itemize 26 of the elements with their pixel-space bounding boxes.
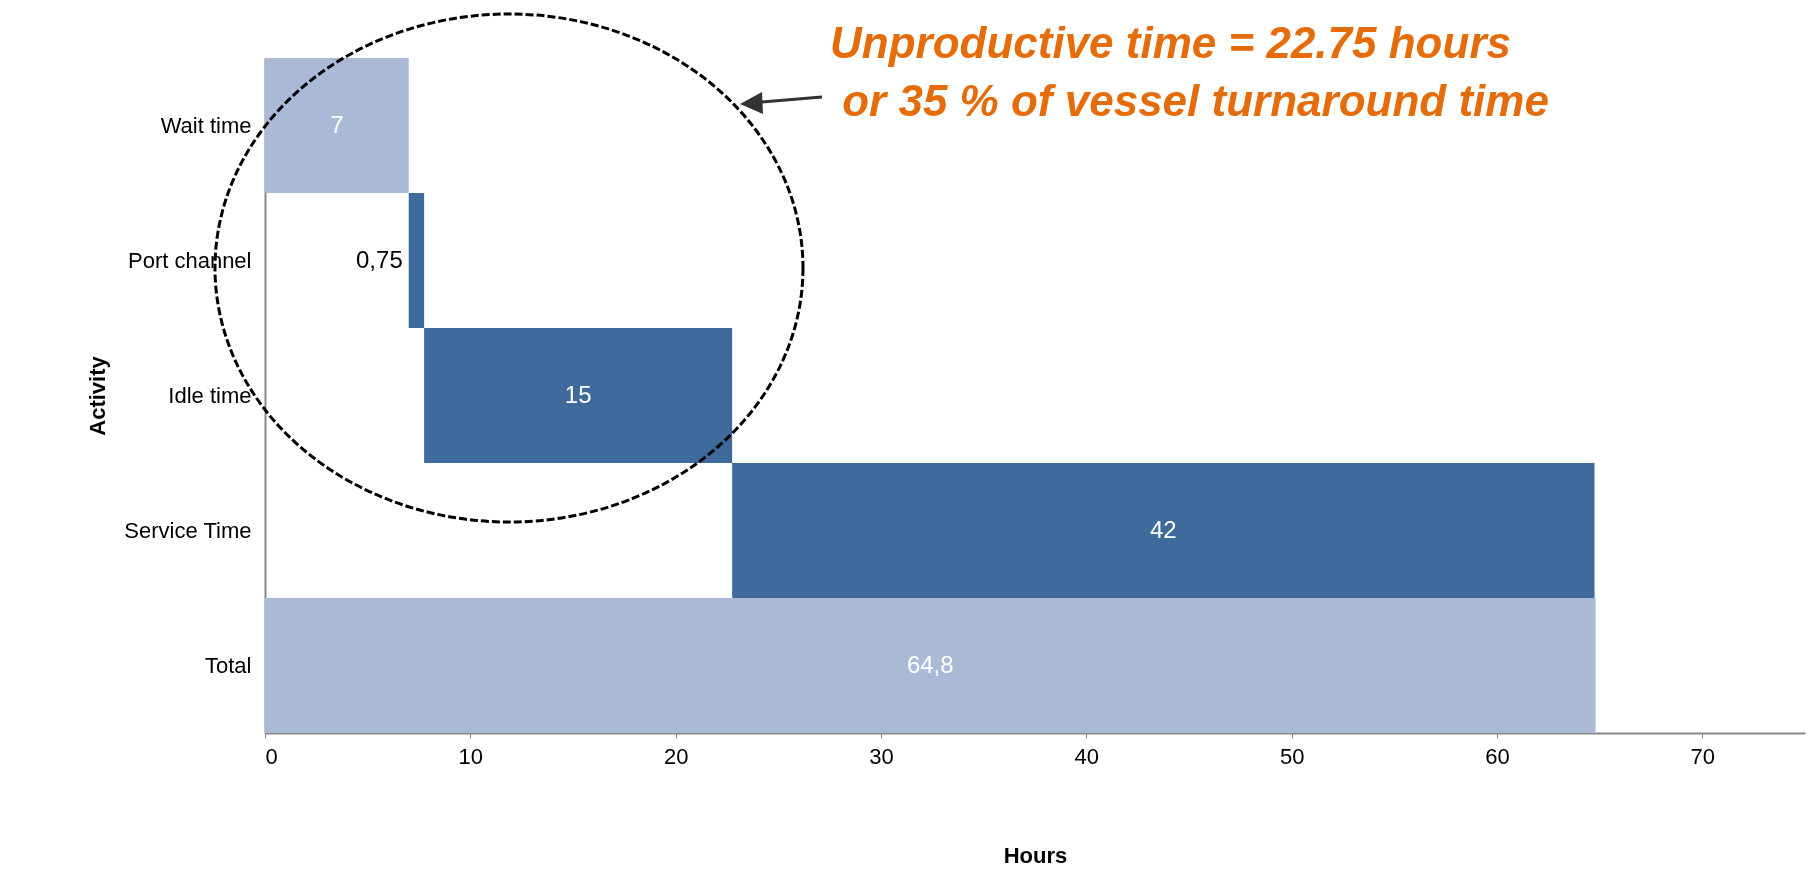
- x-tick-label: 30: [869, 743, 894, 769]
- y-tick-label: Port channel: [127, 247, 252, 273]
- x-axis-title: Hours: [1003, 842, 1068, 868]
- x-tick-label: 10: [458, 743, 484, 769]
- bar: [424, 328, 733, 463]
- y-axis-title: Activity: [84, 355, 110, 436]
- x-tick-label: 40: [1074, 743, 1100, 769]
- y-tick-label: Total: [205, 652, 252, 678]
- data-label: 0,75: [356, 245, 403, 273]
- x-tick-label: 70: [1690, 743, 1716, 769]
- x-tick-label: 50: [1279, 743, 1305, 769]
- bar: [265, 58, 409, 193]
- x-tick-label: 0: [265, 743, 278, 769]
- x-tick-label: 60: [1485, 743, 1510, 769]
- bar: [732, 463, 1595, 598]
- annotation: Unproductive time = 22.75 hours or 35 % of vessel turnaround time: [830, 17, 1549, 127]
- data-label: 15: [564, 380, 592, 408]
- y-tick-label: Service Time: [124, 517, 252, 543]
- data-label: 42: [1149, 515, 1177, 543]
- data-label: 7: [330, 110, 344, 138]
- y-tick-label: Idle time: [168, 382, 252, 408]
- y-tick-label: Wait time: [160, 112, 252, 138]
- bar: [265, 598, 1596, 733]
- x-tick-label: 20: [663, 743, 689, 769]
- bar: [408, 193, 425, 328]
- data-label: 64,8: [906, 650, 954, 678]
